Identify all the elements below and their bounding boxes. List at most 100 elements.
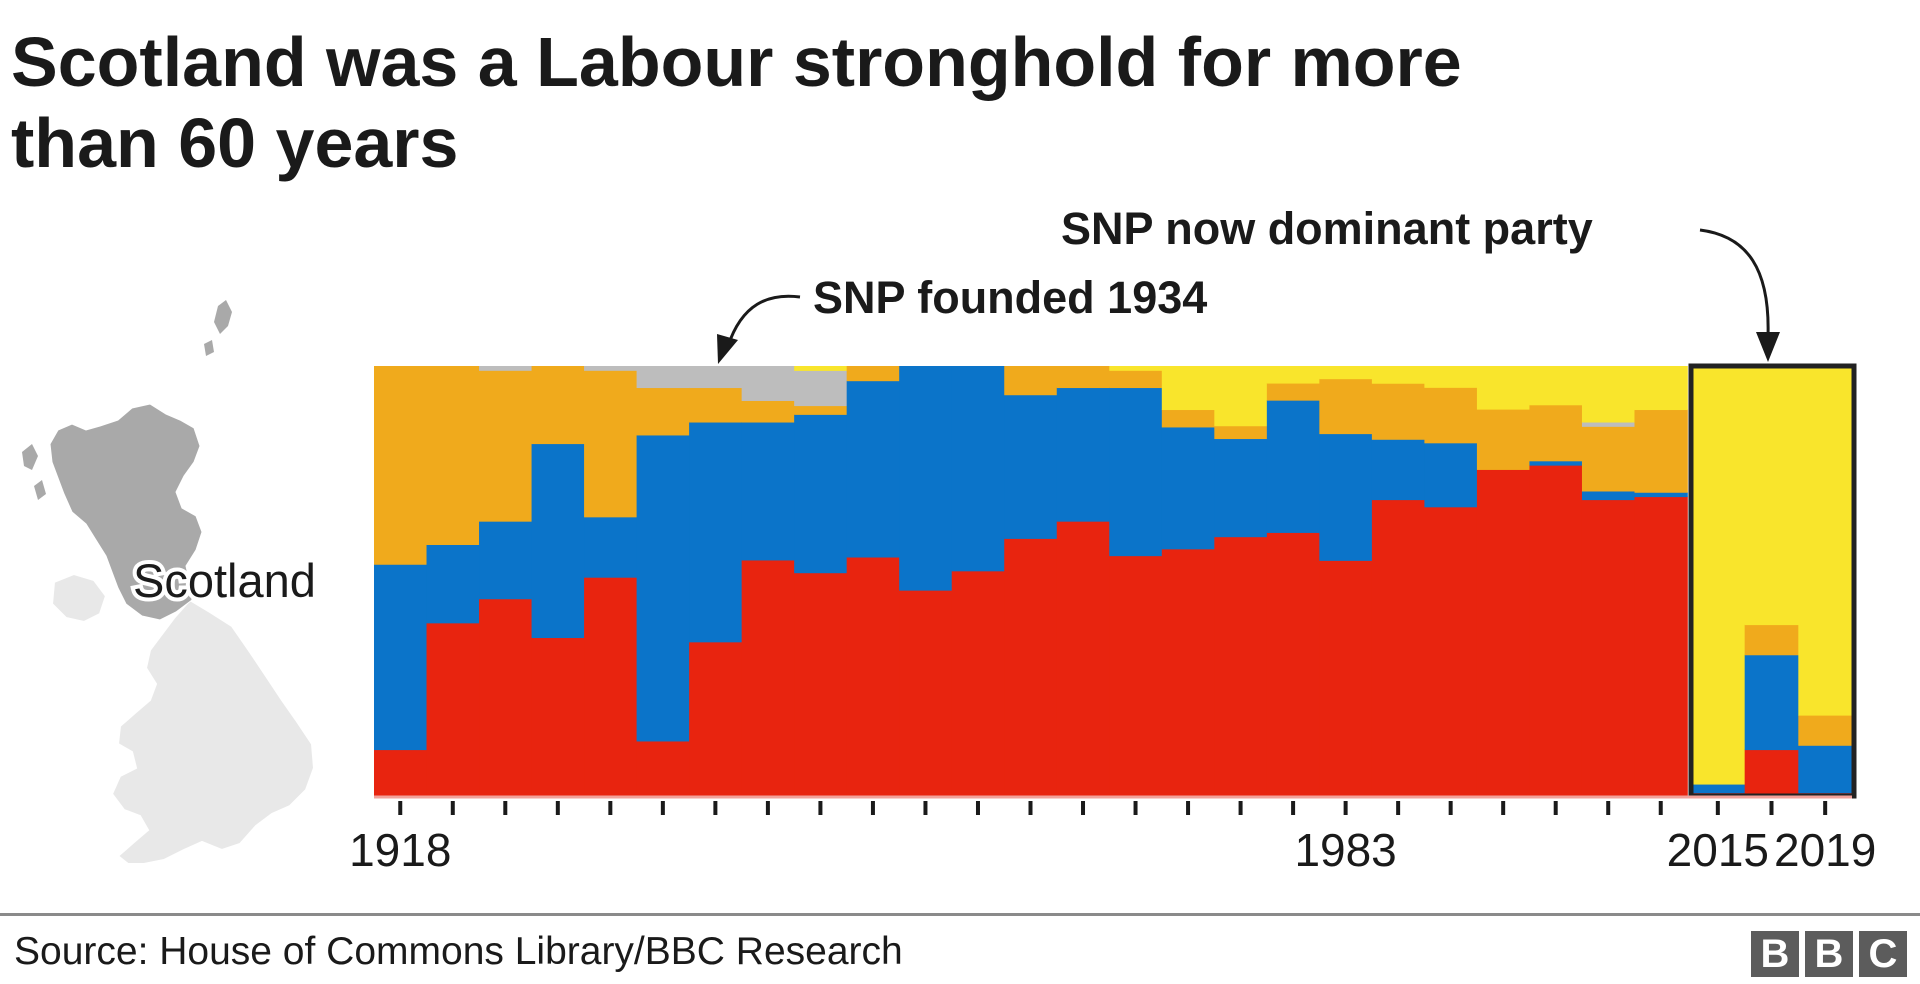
title-line-2: than 60 years [11,104,459,182]
bar-conservative-1964 [1004,394,1058,539]
bar-labour-1970 [1109,555,1163,798]
bar-liberal-2010 [1634,409,1688,493]
x-tick-label-2019: 2019 [1774,824,1876,876]
bar-conservative-1974 [1161,426,1216,550]
bar-labour-1974 [1214,536,1268,798]
map-england-wales [110,598,316,865]
bar-liberal-1983 [1319,378,1373,435]
bar-conservative-1974 [1214,438,1268,538]
bar-liberal-1987 [1371,383,1426,440]
bar-liberal-1979 [1266,383,1321,401]
bar-liberal-1945 [741,400,795,423]
bar-other-2005 [1581,422,1636,427]
x-tick-label-2015: 2015 [1667,824,1769,876]
bar-conservative-2005 [1581,490,1636,501]
annotation-snp-founded: SNP founded 1934 [813,272,1207,323]
bar-conservative-1918 [374,564,428,751]
annotation-arrowhead-snp-dominant [1756,332,1780,362]
bar-conservative-1922 [426,544,480,624]
bar-labour-1955 [899,590,953,798]
bar-labour-2010 [1634,496,1688,798]
bar-labour-2017 [1744,749,1800,798]
bar-conservative-1987 [1371,439,1426,501]
bar-liberal-1922 [426,366,480,545]
bar-labour-1997 [1476,469,1531,798]
bar-conservative-1955 [899,366,953,591]
bar-liberal-1951 [846,366,900,382]
bar-snp-1997 [1476,366,1531,410]
bar-conservative-1924 [531,443,585,639]
bar-other-1929 [584,366,638,371]
x-tick-label-1918: 1918 [349,824,451,876]
bar-labour-1983 [1319,560,1373,798]
map-northern-ireland [50,572,108,624]
stacked-bars [374,366,1853,798]
bar-conservative-1992 [1424,442,1478,508]
bar-liberal-2005 [1581,426,1636,492]
footer-divider [0,913,1920,916]
bar-labour-2005 [1581,499,1636,798]
bar-conservative-2015 [1691,784,1746,794]
bar-snp-2005 [1581,366,1636,423]
bar-labour-1923 [479,598,533,798]
bar-liberal-1950 [794,405,848,415]
chart-title: Scotland was a Labour stronghold for mor… [11,22,1891,184]
bar-liberal-1997 [1476,409,1531,470]
bar-conservative-1931 [636,434,690,742]
bar-labour-1922 [426,622,480,798]
bar-liberal-2019 [1798,715,1853,746]
bar-conservative-1959 [951,366,1006,572]
bar-snp-1983 [1319,366,1373,380]
bar-labour-1945 [741,559,795,798]
bar-conservative-1935 [689,422,743,643]
bar-labour-1929 [584,577,638,798]
bar-labour-1964 [1004,538,1058,798]
bar-snp-1979 [1266,366,1321,384]
bar-labour-2001 [1529,465,1583,798]
map-label-scotland: Scotland [133,554,316,607]
source-note: Source: House of Commons Library/BBC Res… [14,930,903,973]
bar-labour-1931 [636,740,690,798]
bar-labour-1935 [689,641,743,798]
bar-labour-1992 [1424,506,1478,798]
bar-conservative-1966 [1056,387,1111,522]
bar-liberal-2017 [1744,624,1800,656]
bar-conservative-1950 [794,414,848,574]
uk-map: Scotland [22,300,320,865]
bar-conservative-2001 [1529,460,1583,466]
bar-conservative-2010 [1634,492,1688,498]
annotation-snp-dominant: SNP now dominant party [1061,203,1593,254]
bar-liberal-1970 [1109,370,1163,389]
bar-liberal-1935 [689,387,743,423]
bar-other-1935 [689,366,743,389]
bbc-logo-letter-3: C [1859,931,1907,977]
bar-labour-1924 [531,637,585,798]
x-axis-tick-labels: 1918 1983 2015 2019 [349,824,1876,876]
bar-conservative-1983 [1319,433,1373,561]
bar-conservative-1923 [479,521,533,600]
bar-liberal-1974 [1161,409,1216,428]
bar-labour-1918 [374,749,428,798]
bar-liberal-2001 [1529,404,1583,462]
annotation-arrow-snp-founded [726,294,801,347]
bar-snp-1974 [1214,366,1268,427]
bbc-logo-letter-2: B [1805,931,1853,977]
bar-snp-1974 [1161,366,1216,411]
x-tick-label-1983: 1983 [1294,824,1396,876]
bar-conservative-1945 [741,422,795,561]
bar-conservative-1970 [1109,387,1163,557]
bar-labour-1950 [794,572,848,798]
bar-liberal-1923 [479,370,533,522]
bar-labour-1974 [1161,548,1216,798]
map-scotland [49,403,203,621]
x-axis-ticks [398,801,1828,815]
bar-snp-1950 [794,366,848,371]
bar-other-1950 [794,370,848,407]
bbc-logo: B B C [1751,931,1907,977]
bar-other-1945 [741,366,795,401]
bar-snp-2001 [1529,366,1583,406]
bar-snp-2019 [1798,366,1853,716]
bar-liberal-1992 [1424,387,1478,444]
bar-labour-1959 [951,570,1006,798]
